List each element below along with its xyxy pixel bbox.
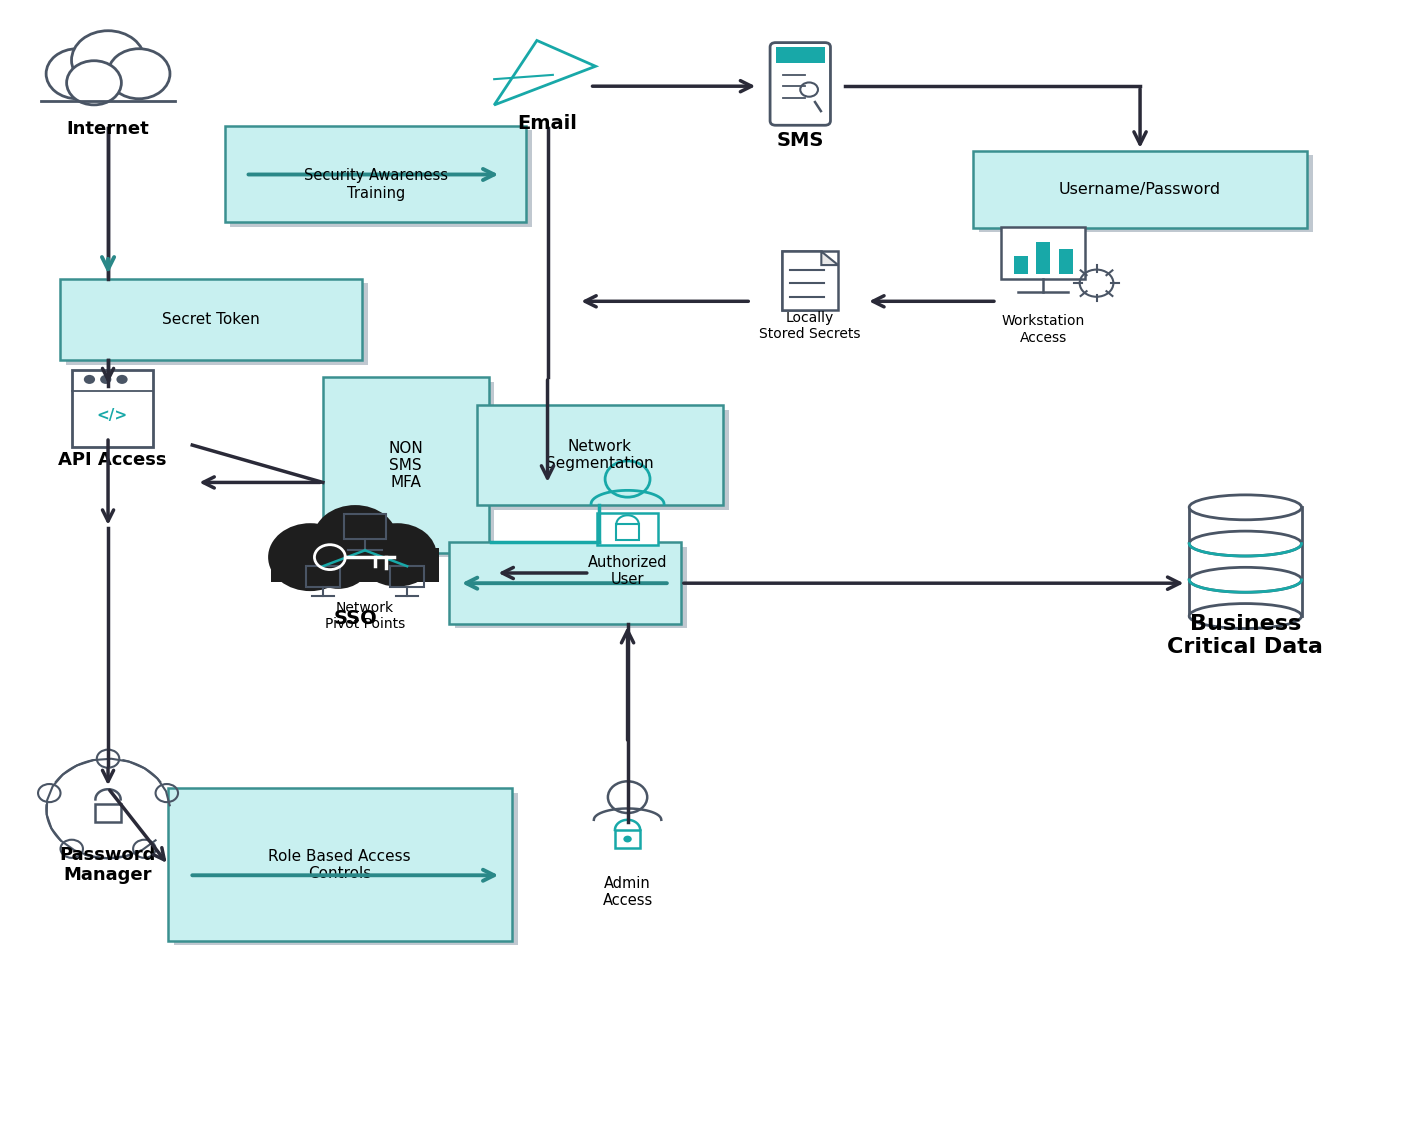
Text: Admin
Access: Admin Access	[603, 876, 652, 909]
FancyBboxPatch shape	[61, 278, 362, 360]
Circle shape	[268, 524, 352, 591]
Ellipse shape	[1190, 531, 1302, 556]
Bar	[1001, 227, 1085, 278]
Bar	[776, 47, 825, 63]
Bar	[1037, 243, 1051, 274]
Circle shape	[116, 375, 128, 384]
FancyBboxPatch shape	[781, 251, 821, 311]
Text: Business
Critical Data: Business Critical Data	[1167, 613, 1323, 657]
Bar	[95, 804, 121, 822]
Bar	[781, 251, 838, 311]
Bar	[1014, 256, 1028, 274]
Text: Secret Token: Secret Token	[162, 312, 259, 327]
Circle shape	[308, 539, 369, 589]
FancyBboxPatch shape	[770, 42, 831, 125]
Circle shape	[47, 49, 108, 99]
Circle shape	[71, 31, 145, 89]
Text: Password
Manager: Password Manager	[60, 846, 156, 885]
Circle shape	[84, 375, 95, 384]
Bar	[615, 830, 640, 848]
Text: Username/Password: Username/Password	[1059, 182, 1221, 197]
Text: </>: </>	[96, 408, 128, 423]
Text: Network
Pivot Points: Network Pivot Points	[325, 601, 406, 631]
Bar	[617, 525, 638, 540]
Text: Network
Segmentation: Network Segmentation	[546, 439, 654, 471]
FancyBboxPatch shape	[224, 126, 526, 222]
FancyBboxPatch shape	[484, 410, 729, 510]
FancyBboxPatch shape	[478, 406, 723, 505]
Ellipse shape	[1190, 567, 1302, 592]
Ellipse shape	[1190, 604, 1302, 628]
Circle shape	[101, 375, 112, 384]
Circle shape	[624, 835, 632, 842]
FancyBboxPatch shape	[329, 382, 493, 557]
Text: API Access: API Access	[58, 450, 166, 469]
Text: Role Based Access
Controls: Role Based Access Controls	[268, 849, 411, 881]
Bar	[306, 566, 340, 587]
Polygon shape	[821, 251, 838, 265]
FancyBboxPatch shape	[65, 283, 367, 364]
Bar	[71, 370, 153, 447]
Text: Security Awareness
Training: Security Awareness Training	[305, 168, 448, 201]
Circle shape	[357, 524, 437, 587]
FancyBboxPatch shape	[450, 542, 681, 623]
FancyBboxPatch shape	[978, 155, 1313, 233]
Text: Internet: Internet	[67, 120, 149, 139]
FancyBboxPatch shape	[174, 793, 518, 945]
Text: Authorized
User: Authorized User	[588, 555, 668, 587]
Text: SMS: SMS	[777, 131, 824, 150]
Text: SSO: SSO	[333, 609, 377, 628]
Bar	[1059, 249, 1072, 274]
Ellipse shape	[1190, 495, 1302, 520]
FancyBboxPatch shape	[973, 151, 1307, 228]
Bar	[345, 515, 386, 539]
Bar	[597, 513, 658, 544]
Bar	[271, 548, 440, 582]
FancyBboxPatch shape	[230, 131, 532, 227]
Circle shape	[108, 49, 170, 99]
Circle shape	[313, 505, 397, 573]
Text: Email: Email	[518, 115, 577, 133]
Text: NON
SMS
MFA: NON SMS MFA	[389, 440, 423, 490]
Text: Locally
Stored Secrets: Locally Stored Secrets	[760, 311, 861, 342]
Bar	[390, 566, 424, 587]
Text: Workstation
Access: Workstation Access	[1001, 314, 1085, 345]
FancyBboxPatch shape	[455, 547, 686, 628]
FancyBboxPatch shape	[169, 788, 512, 941]
FancyBboxPatch shape	[323, 377, 489, 552]
Circle shape	[67, 61, 122, 105]
